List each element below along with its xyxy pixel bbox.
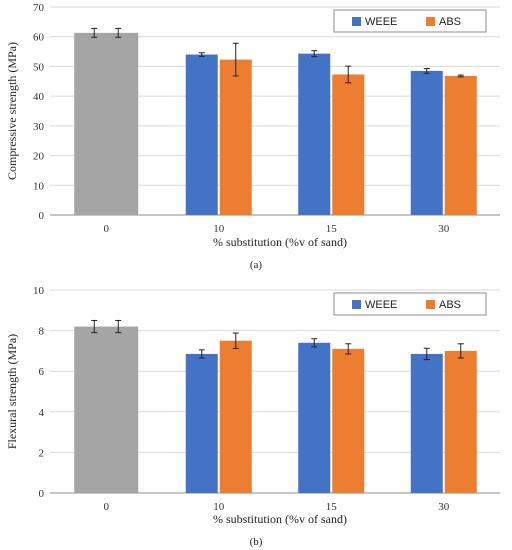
y-tick-label: 50 <box>33 61 45 73</box>
y-axis-title: Flexural strength (MPa) <box>5 334 19 449</box>
x-tick-label: 10 <box>213 223 225 235</box>
error-bar <box>91 27 98 38</box>
error-bar <box>457 343 464 359</box>
bar-control <box>74 326 139 493</box>
y-tick-label: 10 <box>33 180 45 192</box>
x-tick-label: 30 <box>438 223 450 235</box>
x-axis-title: % substitution (%v of sand) <box>213 235 347 249</box>
y-tick-label: 0 <box>39 488 45 500</box>
bar-abs-30 <box>444 350 477 493</box>
bar-abs-30 <box>444 75 477 216</box>
error-bar <box>311 50 318 58</box>
bar-abs-15 <box>332 74 365 215</box>
legend-box <box>333 292 487 316</box>
y-tick-label: 0 <box>39 210 45 222</box>
bar-abs-10 <box>219 59 252 215</box>
error-bar <box>115 27 122 38</box>
legend-label-weee: WEEE <box>365 299 397 311</box>
error-bar <box>198 52 205 57</box>
y-tick-label: 70 <box>33 2 45 14</box>
bar-abs-10 <box>219 340 252 493</box>
x-tick-label: 0 <box>104 223 110 235</box>
legend: WEEE ABS <box>333 9 487 33</box>
legend-swatch-abs <box>426 300 435 309</box>
y-tick-label: 8 <box>39 326 45 338</box>
legend-box <box>333 9 487 33</box>
bar-control <box>74 32 139 216</box>
bar-weee-15 <box>298 342 331 493</box>
y-tick-label: 4 <box>39 407 45 419</box>
panel-caption: (b) <box>250 536 263 548</box>
chart-panel-b: 0 2 4 6 8 10 0 10 15 30 % substitution (%v of sand… <box>5 285 500 548</box>
error-bar <box>345 65 352 84</box>
error-bar <box>115 319 122 334</box>
legend-swatch-weee <box>352 17 361 26</box>
chart-panel-a: 0 10 20 30 40 50 60 70 0 10 15 30 % substitution (%v… <box>5 2 500 271</box>
legend-swatch-weee <box>352 300 361 309</box>
bar-weee-30 <box>410 70 443 215</box>
y-tick-label: 30 <box>33 121 45 133</box>
legend: WEEE ABS <box>333 292 487 316</box>
x-tick-label: 30 <box>438 501 450 513</box>
legend-label-abs: ABS <box>439 16 461 28</box>
legend-swatch-abs <box>426 17 435 26</box>
bar-abs-15 <box>332 348 365 493</box>
y-tick-label: 6 <box>39 366 45 378</box>
y-tick-label: 20 <box>33 151 45 163</box>
y-tick-label: 10 <box>33 285 45 297</box>
error-bar <box>345 343 352 355</box>
legend-label-abs: ABS <box>439 299 461 311</box>
y-tick-label: 2 <box>39 447 45 459</box>
error-bar <box>423 347 430 361</box>
bar-weee-10 <box>185 353 218 493</box>
error-bar <box>198 349 205 359</box>
x-tick-label: 15 <box>326 223 338 235</box>
legend-label-weee: WEEE <box>365 16 397 28</box>
error-bar <box>232 42 239 77</box>
bar-weee-15 <box>298 53 331 215</box>
bar-weee-30 <box>410 353 443 493</box>
error-bar <box>232 332 239 349</box>
bar-weee-10 <box>185 54 218 215</box>
y-tick-label: 40 <box>33 91 45 103</box>
y-tick-label: 60 <box>33 32 45 44</box>
error-bar <box>423 68 430 74</box>
error-bar <box>457 74 464 78</box>
error-bar <box>311 338 318 348</box>
y-axis-title: Compressive strength (MPa) <box>5 42 19 180</box>
panel-caption: (a) <box>250 259 263 271</box>
x-tick-label: 10 <box>213 501 225 513</box>
error-bar <box>91 319 98 334</box>
x-axis-title: % substitution (%v of sand) <box>213 512 347 526</box>
x-tick-label: 15 <box>326 501 338 513</box>
x-tick-label: 0 <box>104 501 110 513</box>
